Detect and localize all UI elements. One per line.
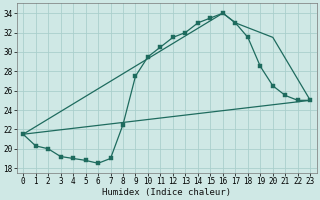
X-axis label: Humidex (Indice chaleur): Humidex (Indice chaleur): [102, 188, 231, 197]
